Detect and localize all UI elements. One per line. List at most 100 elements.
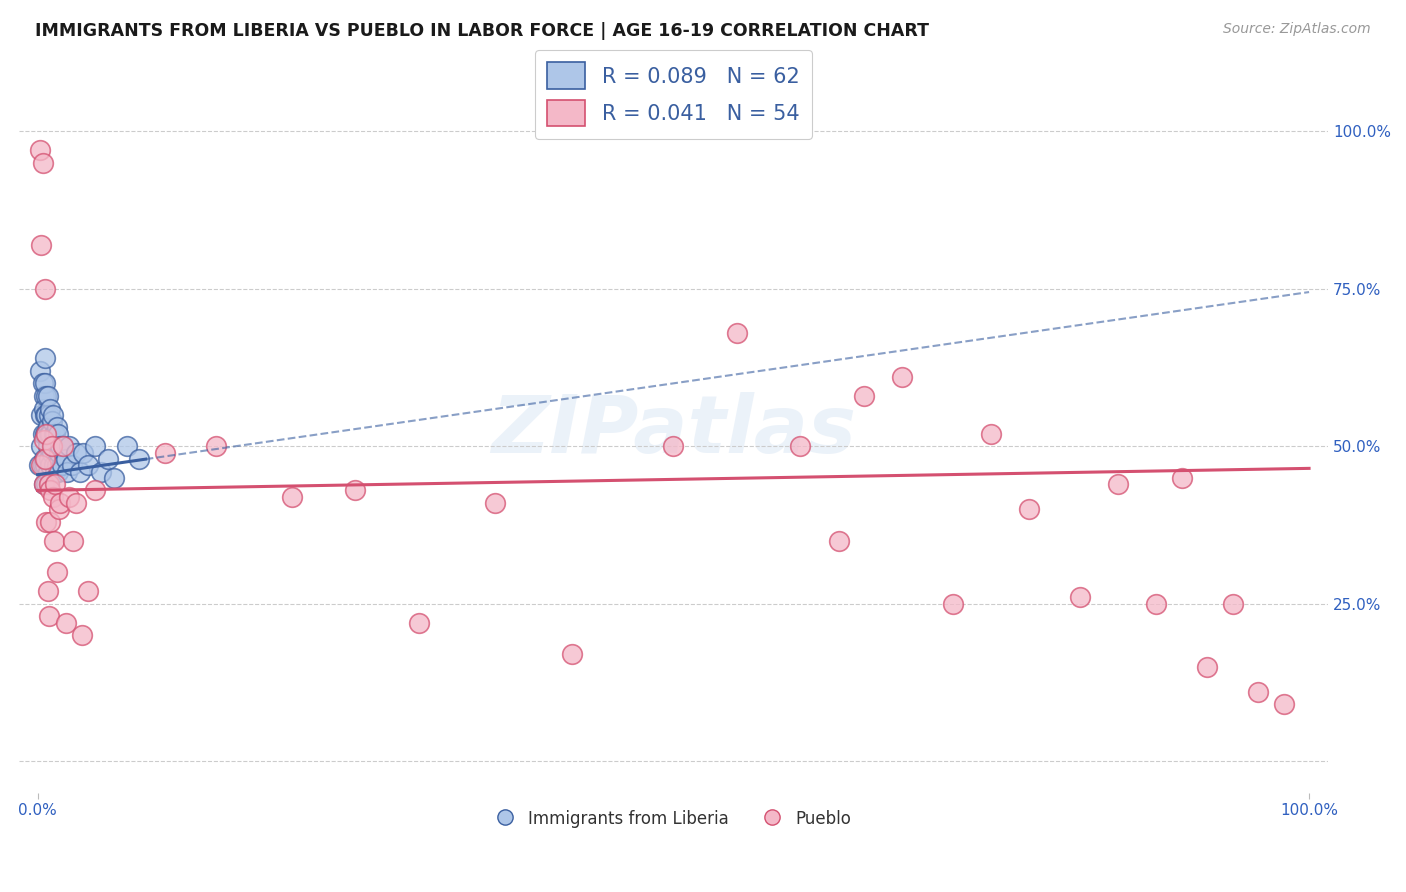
Point (48, 445, 70, 459)
Point (42, 533, 65, 548)
Point (103, 471, 125, 485)
Point (52, 439, 75, 453)
Point (35, 389, 58, 403)
Point (46, 426, 69, 441)
Point (42, 458, 65, 473)
Point (46, 465, 69, 479)
Point (281, 490, 304, 504)
Point (39, 401, 62, 416)
Point (30, 364, 52, 378)
Point (42, 426, 65, 441)
Point (34, 376, 56, 391)
Point (1107, 477, 1129, 491)
Point (31, 458, 53, 473)
Point (83, 439, 105, 453)
Point (42, 408, 65, 422)
Point (44, 426, 66, 441)
Point (55, 615, 77, 630)
Text: ZIPatlas: ZIPatlas (491, 392, 856, 469)
Point (52, 439, 75, 453)
Point (204, 439, 226, 453)
Point (72, 445, 94, 459)
Point (38, 477, 60, 491)
Point (32, 401, 55, 416)
Point (41, 445, 63, 459)
Point (45, 458, 67, 473)
Point (128, 451, 150, 466)
Point (28, 458, 51, 473)
Point (34, 282, 56, 296)
Point (980, 426, 1002, 441)
Point (35, 426, 58, 441)
Point (56, 465, 79, 479)
Point (30, 237, 52, 252)
Point (37, 420, 59, 434)
Point (34, 458, 56, 473)
Point (827, 533, 849, 548)
Point (115, 439, 138, 453)
Point (38, 426, 60, 441)
Point (1197, 659, 1219, 673)
Point (49, 496, 72, 510)
Point (853, 389, 876, 403)
Point (38, 477, 60, 491)
Point (39, 515, 62, 529)
Point (35, 515, 58, 529)
Point (408, 615, 430, 630)
Point (32, 477, 55, 491)
Point (32, 477, 55, 491)
Point (789, 439, 811, 453)
Point (35, 477, 58, 491)
Point (38, 609, 60, 624)
Point (49, 439, 72, 453)
Point (60, 458, 83, 473)
Point (153, 445, 176, 459)
Point (41, 414, 63, 428)
Point (1146, 597, 1168, 611)
Point (37, 439, 59, 453)
Point (44, 477, 66, 491)
Point (77, 584, 100, 599)
Point (45, 566, 67, 580)
Point (48, 502, 70, 516)
Point (58, 439, 80, 453)
Point (70, 628, 93, 642)
Point (30, 408, 52, 422)
Point (31, 156, 53, 170)
Point (32, 451, 55, 466)
Point (58, 490, 80, 504)
Point (41, 439, 63, 453)
Point (34, 351, 56, 366)
Point (1171, 471, 1194, 485)
Point (942, 597, 965, 611)
Point (561, 647, 583, 661)
Point (34, 408, 56, 422)
Legend: Immigrants from Liberia, Pueblo: Immigrants from Liberia, Pueblo (488, 804, 858, 835)
Point (55, 451, 77, 466)
Point (90, 465, 112, 479)
Point (39, 483, 62, 498)
Point (96, 451, 118, 466)
Point (32, 433, 55, 447)
Point (35, 451, 58, 466)
Point (1247, 685, 1270, 699)
Point (31, 376, 53, 391)
Point (65, 445, 87, 459)
Point (484, 496, 506, 510)
Point (38, 408, 60, 422)
Text: Source: ZipAtlas.com: Source: ZipAtlas.com (1223, 22, 1371, 37)
Point (35, 408, 58, 422)
Point (37, 389, 59, 403)
Point (65, 496, 87, 510)
Point (44, 465, 66, 479)
Point (39, 426, 62, 441)
Point (83, 483, 105, 498)
Point (30, 458, 52, 473)
Point (725, 326, 748, 340)
Point (51, 458, 73, 473)
Point (39, 458, 62, 473)
Point (1018, 502, 1040, 516)
Point (30, 439, 52, 453)
Point (42, 490, 65, 504)
Point (42, 439, 65, 453)
